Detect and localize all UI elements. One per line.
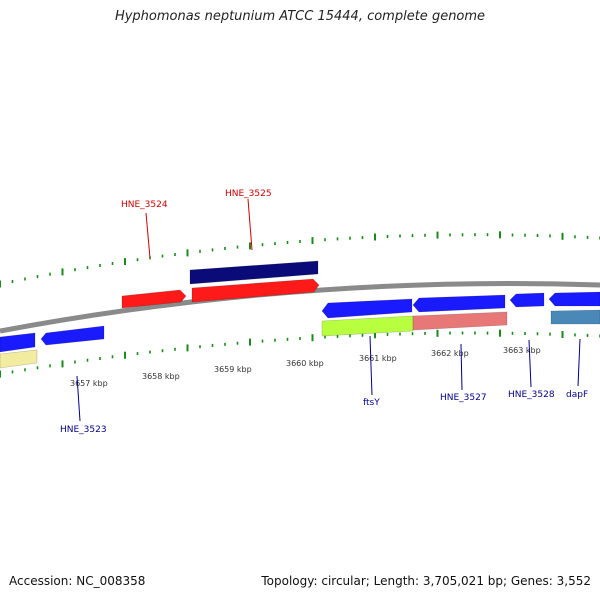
gene-label-HNE_3524[interactable]: HNE_3524 xyxy=(121,200,168,210)
gene-label-HNE_3527[interactable]: HNE_3527 xyxy=(440,393,487,403)
leader-line xyxy=(369,335,373,396)
gene-label-HNE_3525[interactable]: HNE_3525 xyxy=(225,189,272,199)
leader-line xyxy=(528,339,532,388)
feature-ftsY[interactable] xyxy=(321,298,413,319)
leader-line xyxy=(145,212,151,259)
scale-tick-label: 3663 kbp xyxy=(503,346,541,355)
leader-line xyxy=(460,343,463,391)
feature-HNE_3525[interactable] xyxy=(191,278,320,303)
feature-dapF[interactable] xyxy=(548,291,600,307)
gene-label-HNE_3523[interactable]: HNE_3523 xyxy=(60,425,107,435)
map-title: Hyphomonas neptunium ATCC 15444, complet… xyxy=(114,9,486,24)
scale-tick-label: 3657 kbp xyxy=(70,379,108,388)
leader-line xyxy=(577,338,581,387)
feature-HNE_3525-outer[interactable] xyxy=(189,260,319,285)
scale-tick-label: 3662 kbp xyxy=(431,349,469,358)
feature-HNE_3524[interactable] xyxy=(121,289,187,309)
leader-line xyxy=(76,375,81,422)
scale-tick-label: 3660 kbp xyxy=(286,359,324,368)
feature-left-blue-1[interactable] xyxy=(0,332,36,353)
accession-text: Accession: NC_008358 xyxy=(9,574,146,588)
feature-ftsY-lower[interactable] xyxy=(321,315,414,337)
scale-tick-label: 3661 kbp xyxy=(359,354,397,363)
gene-label-HNE_3528[interactable]: HNE_3528 xyxy=(508,390,555,400)
leader-line xyxy=(247,198,253,251)
feature-HNE_3527[interactable] xyxy=(412,294,506,313)
genome-summary-text: Topology: circular; Length: 3,705,021 bp… xyxy=(261,574,591,588)
gene-label-ftsY[interactable]: ftsY xyxy=(363,398,380,408)
gene-label-dapF[interactable]: dapF xyxy=(566,390,588,400)
inner-tick-row xyxy=(0,329,600,378)
scale-tick-label: 3658 kbp xyxy=(142,372,180,381)
feature-HNE_3528[interactable] xyxy=(509,292,545,308)
feature-dapF-lower[interactable] xyxy=(550,309,600,325)
feature-left-blue-2[interactable] xyxy=(40,325,105,346)
scale-tick-label: 3659 kbp xyxy=(214,365,252,374)
feature-HNE_3527-lower[interactable] xyxy=(412,311,508,331)
feature-left-yellow[interactable] xyxy=(0,349,38,369)
outer-tick-row xyxy=(0,231,600,288)
